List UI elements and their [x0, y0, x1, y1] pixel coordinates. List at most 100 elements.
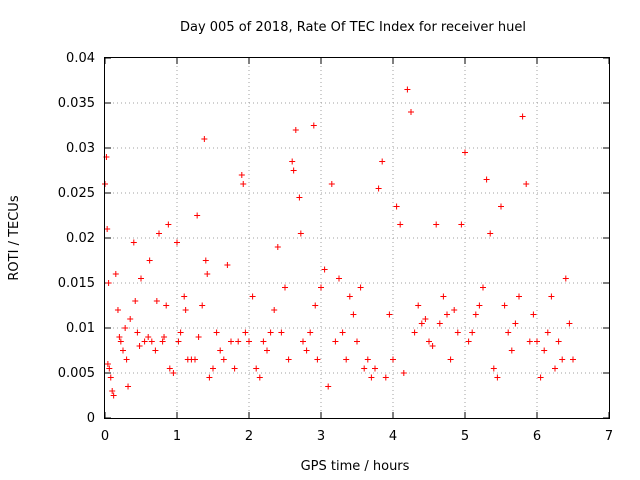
data-point [297, 230, 304, 237]
data-point [382, 374, 389, 381]
data-point [303, 347, 310, 354]
data-point [364, 356, 371, 363]
data-point [472, 311, 479, 318]
data-point [204, 271, 211, 277]
data-point [361, 365, 368, 372]
y-tick-label: 0.03 [66, 141, 95, 156]
x-tick-label: 6 [533, 429, 541, 444]
data-point [336, 275, 342, 282]
data-point [170, 370, 177, 376]
data-point [228, 338, 234, 345]
data-point [408, 109, 414, 115]
data-point [285, 356, 292, 363]
data-point [372, 365, 378, 372]
data-point [165, 221, 172, 228]
data-point [271, 307, 278, 313]
data-point [177, 329, 184, 336]
data-point [469, 329, 476, 336]
data-point [166, 365, 173, 372]
data-point [418, 320, 425, 327]
y-tick-label: 0.035 [58, 96, 95, 111]
data-point [390, 356, 396, 363]
x-tick-label: 2 [245, 429, 253, 444]
data-point [267, 329, 274, 336]
data-point [253, 365, 260, 372]
data-point [292, 127, 299, 133]
y-tick-label: 0.04 [66, 51, 95, 66]
data-point [110, 392, 117, 399]
y-tick-label: 0 [87, 411, 95, 426]
data-point [161, 334, 168, 340]
data-point [397, 221, 404, 228]
data-point [182, 307, 189, 313]
data-point [354, 338, 360, 345]
data-point [541, 347, 548, 354]
data-point [122, 325, 129, 331]
data-point [163, 302, 170, 309]
data-point [300, 338, 306, 345]
data-point [465, 338, 472, 345]
data-point [195, 334, 202, 340]
data-point [260, 338, 267, 345]
data-point [312, 302, 319, 309]
data-point [552, 365, 558, 372]
data-point [440, 293, 447, 300]
data-point [310, 122, 317, 129]
data-points [102, 86, 576, 399]
data-point [386, 311, 393, 318]
data-point [146, 257, 153, 264]
data-point [105, 280, 112, 286]
data-point [153, 298, 160, 304]
data-point [104, 226, 111, 232]
data-point [379, 158, 386, 165]
data-point [274, 244, 281, 250]
data-point [505, 329, 512, 336]
data-point [104, 361, 111, 367]
x-tick-label: 3 [317, 429, 325, 444]
data-point [451, 307, 458, 313]
data-point [375, 185, 382, 192]
data-point [350, 311, 357, 318]
data-point [307, 329, 314, 336]
data-point [141, 338, 148, 345]
y-tick-label: 0.015 [58, 276, 95, 291]
data-point [325, 383, 332, 390]
data-point [458, 221, 465, 228]
data-point [145, 334, 152, 340]
data-point [498, 203, 504, 210]
data-point [116, 334, 123, 340]
data-point [264, 347, 270, 354]
data-point [501, 302, 508, 309]
data-point [523, 181, 530, 187]
y-axis-label: ROTI / TECUs [7, 195, 22, 280]
data-point [217, 347, 224, 354]
data-point [282, 284, 288, 291]
data-point [454, 329, 461, 336]
data-point [289, 158, 296, 165]
data-point [242, 329, 249, 336]
y-tick-label: 0.01 [66, 321, 95, 336]
data-point [555, 338, 562, 345]
data-point [404, 86, 411, 93]
data-point [194, 212, 201, 219]
data-point [512, 320, 519, 327]
data-point [487, 230, 494, 237]
data-point [132, 298, 139, 304]
data-point [125, 383, 132, 390]
data-point [107, 374, 114, 381]
data-point [174, 239, 180, 246]
data-point [296, 194, 303, 201]
data-point [476, 302, 483, 309]
data-point [444, 311, 450, 318]
x-tick-label: 1 [173, 429, 181, 444]
data-point [516, 293, 522, 300]
data-point [235, 338, 242, 345]
data-point [127, 316, 134, 322]
data-point [213, 329, 220, 336]
data-point [231, 365, 238, 372]
data-point [318, 284, 324, 291]
grid-lines [105, 58, 609, 418]
data-point [138, 275, 144, 282]
data-point [548, 293, 555, 300]
